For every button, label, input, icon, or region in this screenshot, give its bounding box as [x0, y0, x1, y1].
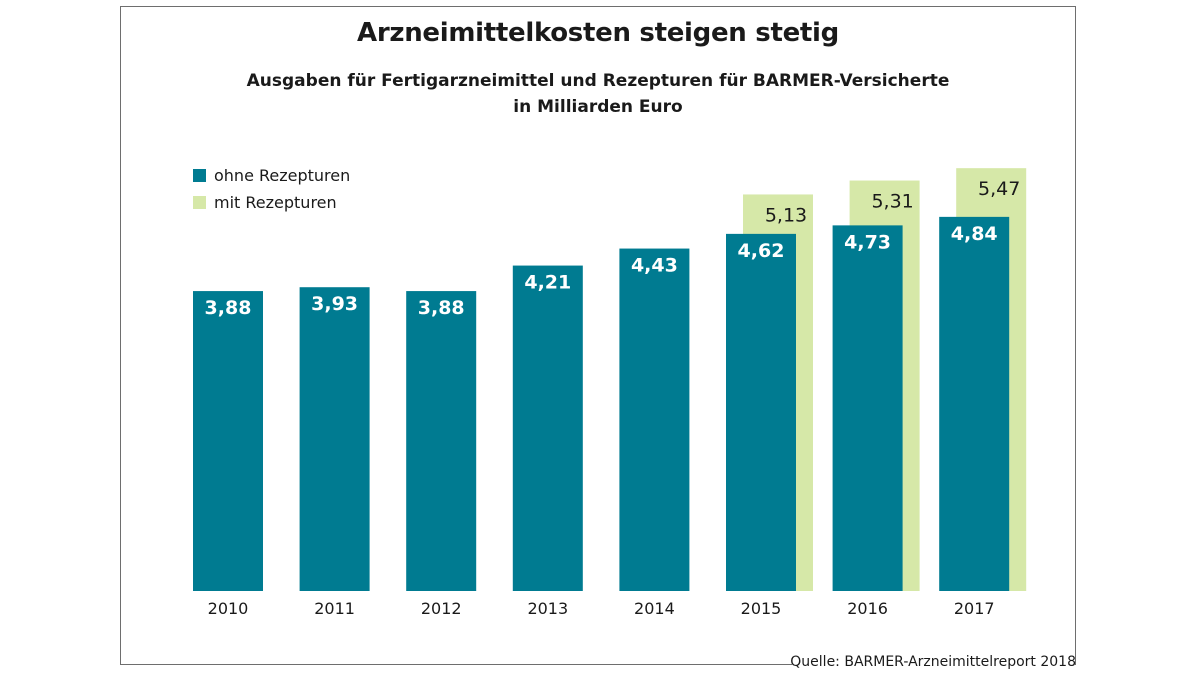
legend-item-mit-rezepturen: mit Rezepturen [193, 189, 350, 216]
data-label-mit-rezepturen-2015: 5,13 [765, 204, 807, 226]
bar-ohne-rezepturen-2010 [193, 291, 263, 591]
chart-frame-bottom-line [120, 664, 792, 665]
data-label-ohne-rezepturen-2010: 3,88 [205, 297, 252, 319]
legend-label-ohne-rezepturen: ohne Rezepturen [214, 166, 351, 185]
x-tick-label-2011: 2011 [314, 599, 355, 618]
data-label-mit-rezepturen-2017: 5,47 [978, 178, 1020, 200]
x-tick-label-2010: 2010 [208, 599, 249, 618]
data-label-mit-rezepturen-2016: 5,31 [871, 191, 913, 213]
legend-swatch-mit-rezepturen [193, 196, 206, 209]
bar-ohne-rezepturen-2011 [299, 287, 370, 591]
legend-swatch-ohne-rezepturen [193, 169, 206, 182]
x-tick-label-2015: 2015 [741, 599, 782, 618]
bar-ohne-rezepturen-2017 [939, 216, 1010, 592]
bar-ohne-rezepturen-2015 [726, 233, 796, 591]
x-tick-label-2014: 2014 [634, 599, 675, 618]
chart-subtitle: Ausgaben für Fertigarzneimittel und Reze… [120, 68, 1076, 120]
data-label-ohne-rezepturen-2017: 4,84 [951, 223, 998, 245]
data-label-ohne-rezepturen-2013: 4,21 [524, 272, 571, 294]
x-tick-label-2016: 2016 [847, 599, 888, 618]
bar-ohne-rezepturen-2014 [619, 248, 690, 591]
chart-title: Arzneimittelkosten steigen stetig [357, 18, 839, 48]
bar-ohne-rezepturen-2016 [832, 225, 903, 591]
chart-subtitle-line-1: Ausgaben für Fertigarzneimittel und Reze… [246, 71, 950, 91]
data-label-ohne-rezepturen-2014: 4,43 [631, 255, 678, 277]
data-label-ohne-rezepturen-2015: 4,62 [738, 240, 785, 262]
source-note: Quelle: BARMER-Arzneimittelreport 2018 [790, 654, 1076, 670]
legend-item-ohne-rezepturen: ohne Rezepturen [193, 162, 350, 189]
x-tick-label-2017: 2017 [954, 599, 995, 618]
x-tick-label-2012: 2012 [421, 599, 462, 618]
data-label-ohne-rezepturen-2012: 3,88 [418, 297, 465, 319]
data-label-ohne-rezepturen-2011: 3,93 [311, 293, 358, 315]
bar-ohne-rezepturen-2013 [512, 265, 583, 591]
chart-subtitle-line-2: in Milliarden Euro [513, 97, 683, 117]
legend-label-mit-rezepturen: mit Rezepturen [214, 193, 337, 212]
chart-legend: ohne Rezepturen mit Rezepturen [193, 162, 350, 216]
bar-ohne-rezepturen-2012 [406, 291, 477, 591]
x-tick-label-2013: 2013 [527, 599, 568, 618]
data-label-ohne-rezepturen-2016: 4,73 [844, 231, 891, 253]
chart-frame [120, 6, 1076, 665]
